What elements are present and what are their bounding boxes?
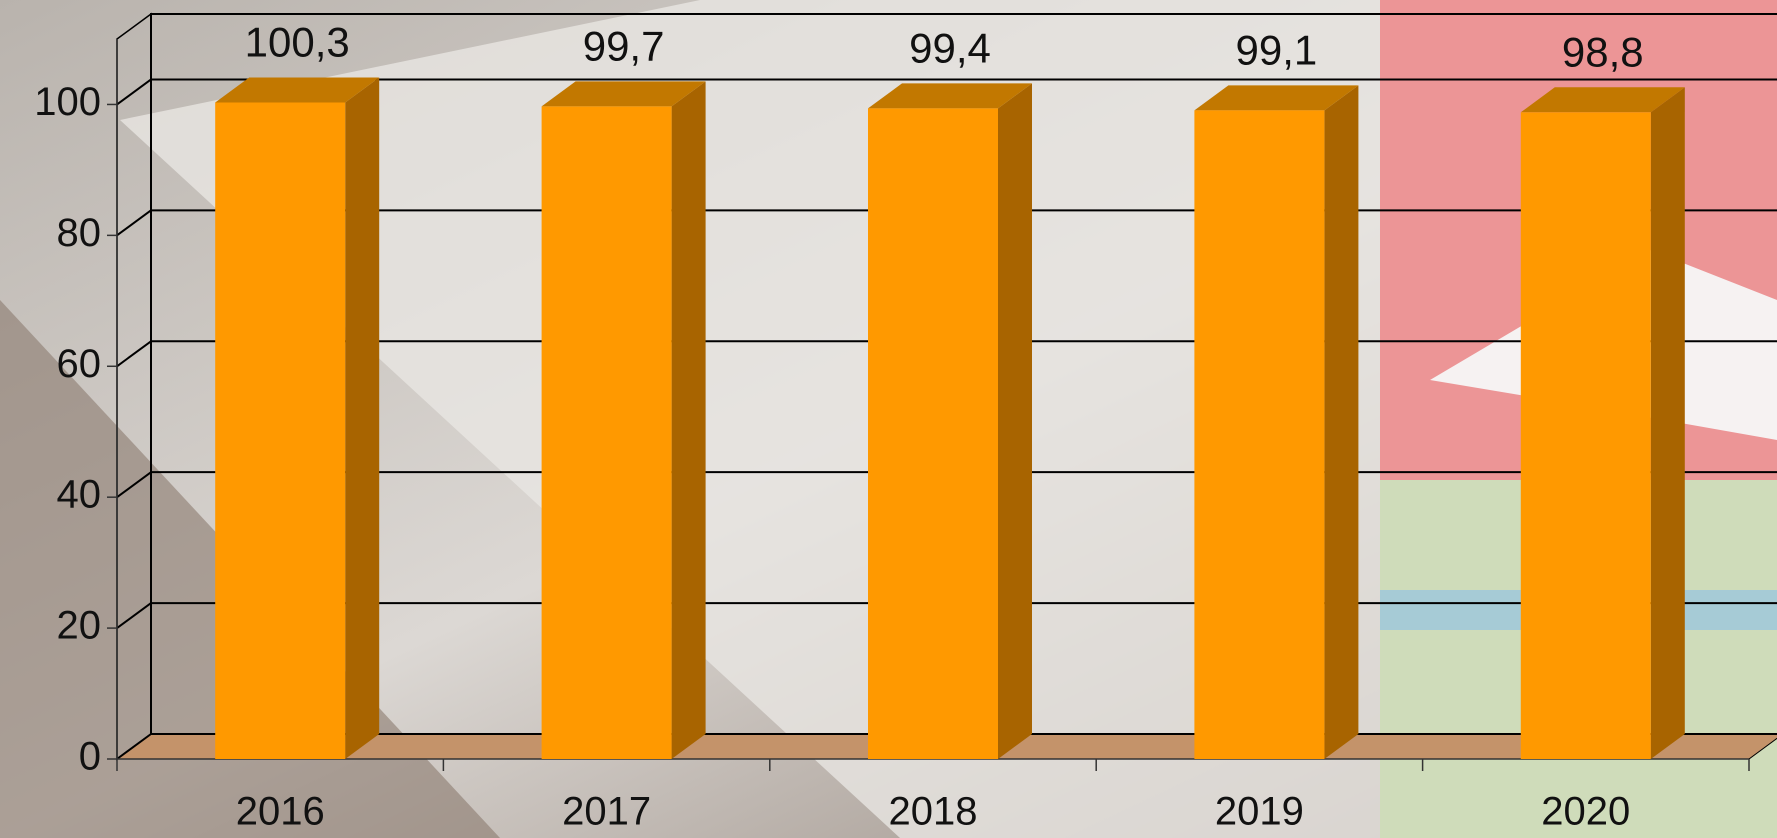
bar-top <box>541 81 706 107</box>
bar <box>541 106 672 759</box>
plot-area: 0 20 40 60 80 100 2016 100,3 2017 99,7 2018 99,4 201… <box>34 12 1777 834</box>
grid-line-side <box>116 209 152 237</box>
x-tick-label: 2018 <box>889 790 978 834</box>
bar-top <box>215 77 380 103</box>
grid-line-side <box>116 471 152 498</box>
y-tick-label: 60 <box>57 342 102 386</box>
bar-side <box>998 83 1032 759</box>
bar-top <box>868 83 1032 109</box>
bar <box>1520 112 1651 760</box>
value-label: 98,8 <box>1562 28 1644 75</box>
bar <box>1194 110 1325 759</box>
value-label: 99,4 <box>909 24 991 71</box>
bar-top <box>1520 87 1685 113</box>
y-tick-label: 80 <box>57 211 102 255</box>
x-tick-label: 2016 <box>236 790 325 834</box>
bar-top <box>1194 85 1359 111</box>
x-tick-label: 2020 <box>1541 790 1630 834</box>
grid-line-side <box>116 78 152 106</box>
y-tick-label: 40 <box>57 473 102 517</box>
value-label: 100,3 <box>245 19 350 66</box>
value-label: 99,7 <box>583 23 665 70</box>
bar-side <box>345 77 380 759</box>
x-tick-label: 2017 <box>562 790 651 834</box>
grid-line-side <box>116 733 152 760</box>
bar-side <box>671 81 706 759</box>
y-tick-label: 20 <box>57 604 102 648</box>
value-label: 99,1 <box>1236 26 1318 73</box>
grid-line-side <box>116 340 152 368</box>
grid-line-side <box>116 602 152 629</box>
bar-side <box>1324 85 1359 759</box>
y-tick-label: 0 <box>79 735 101 779</box>
x-tick-label: 2019 <box>1215 790 1304 834</box>
bar-side <box>1650 87 1685 760</box>
bar <box>215 102 346 759</box>
bar <box>868 108 998 759</box>
y-tick-label: 100 <box>34 80 101 124</box>
